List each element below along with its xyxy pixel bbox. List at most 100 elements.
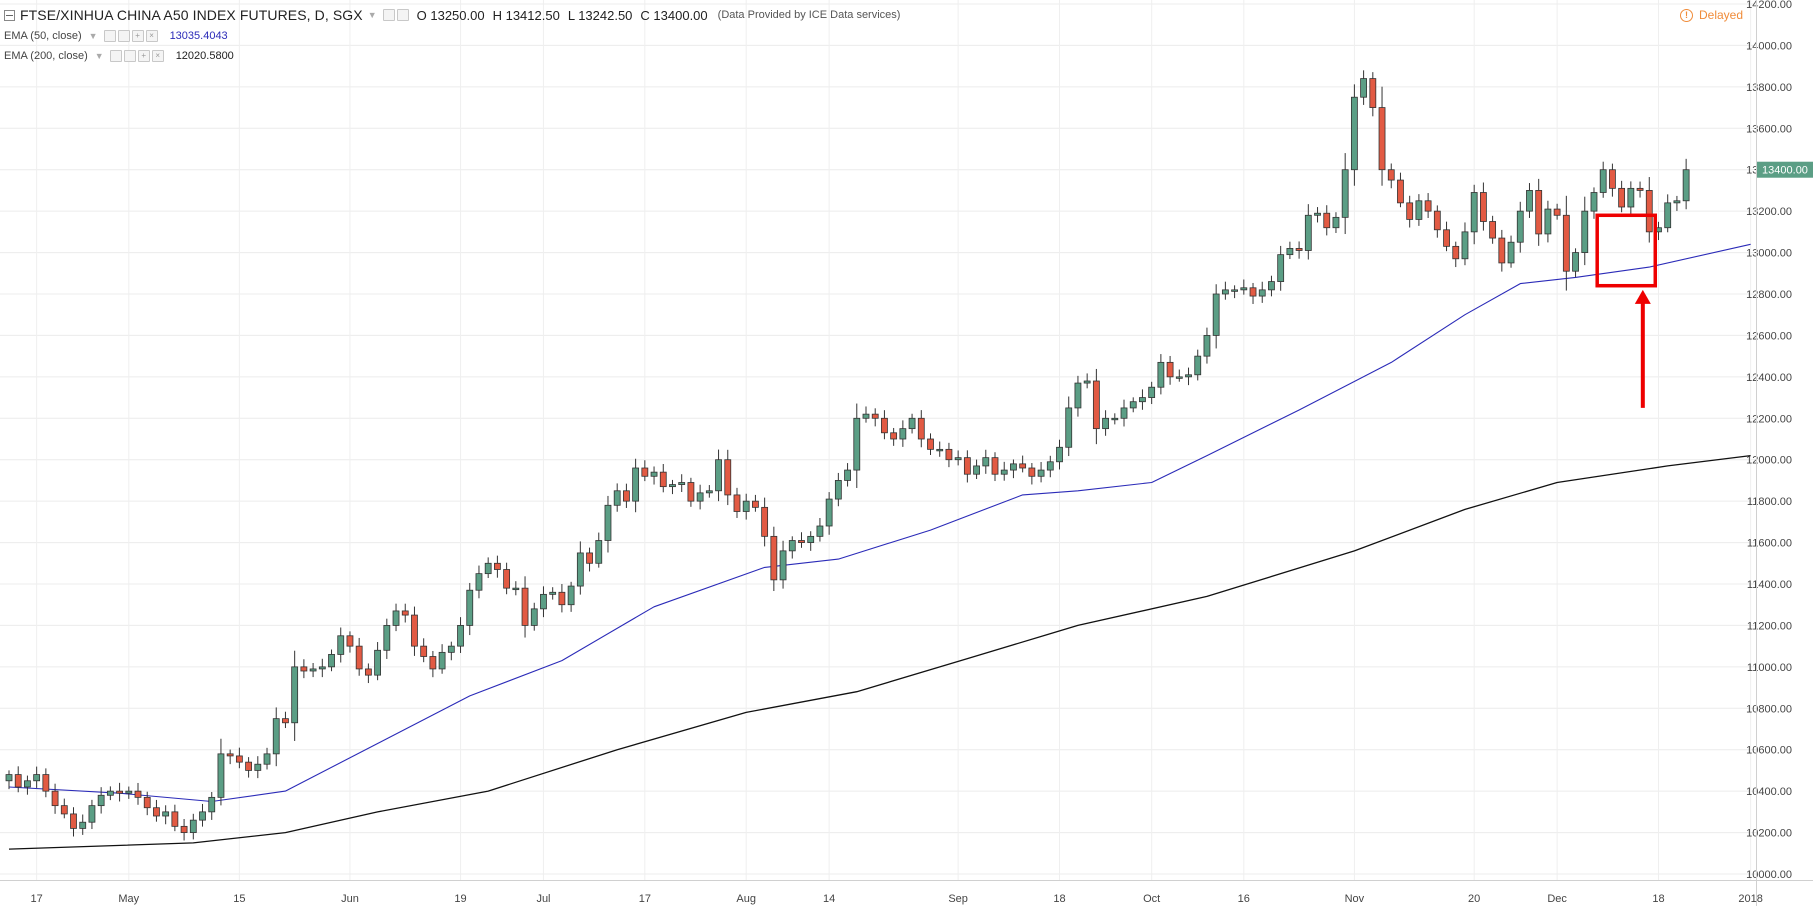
candle-body (1443, 229, 1450, 247)
candle-body (899, 428, 907, 440)
candle-body (1682, 169, 1690, 202)
candle-body (1424, 200, 1432, 212)
time-tick-label: 19 (454, 893, 466, 905)
candle-body (1120, 407, 1128, 419)
candle-body (70, 813, 77, 829)
price-tick-label: 13000.00 (1746, 248, 1792, 260)
collapse-icon[interactable] (4, 9, 15, 21)
ema-200-label[interactable]: EMA (200, close) (4, 50, 88, 62)
time-tick-label: Jun (341, 893, 359, 905)
price-axis[interactable]: 10000.00 10200.00 10400.00 10600.00 10800.00… (1746, 0, 1792, 906)
candle-body (1350, 96, 1358, 171)
time-tick-label: Dec (1547, 893, 1567, 905)
time-tick-label: 15 (233, 893, 245, 905)
candle-body (567, 585, 575, 606)
candle-body (1046, 461, 1054, 471)
candle-body (871, 413, 879, 419)
ema-200-controls: + × (109, 50, 164, 62)
candle-body (1314, 212, 1321, 216)
time-tick-label: 20 (1468, 893, 1480, 905)
eye-icon[interactable] (382, 9, 395, 21)
low-value: L 13242.50 (567, 7, 633, 23)
candle-body (623, 490, 630, 502)
candle-body (1489, 221, 1497, 239)
candle-body (604, 504, 612, 541)
settings-icon[interactable] (123, 50, 136, 62)
time-tick-label: Aug (736, 893, 756, 905)
candle-body (106, 790, 114, 796)
candle-body (1157, 361, 1165, 388)
candle-body (1369, 78, 1377, 108)
candle-body (807, 535, 815, 543)
candle-body (788, 540, 796, 552)
candle-body (1102, 417, 1109, 430)
candle-body (927, 438, 934, 450)
candle-body (779, 550, 787, 581)
price-tick-label: 11800.00 (1747, 496, 1792, 508)
time-tick-label: May (118, 893, 139, 905)
candle-body (1111, 417, 1119, 421)
settings-icon[interactable] (117, 30, 130, 42)
candle-body (1618, 187, 1626, 208)
candle-body (125, 790, 133, 794)
chevron-down-icon[interactable]: ▼ (94, 51, 104, 61)
price-tick-label: 12000.00 (1746, 455, 1792, 467)
candle-body (530, 608, 538, 626)
eye-icon[interactable] (103, 30, 116, 42)
candle-body (503, 569, 511, 589)
candle-body (447, 645, 455, 653)
candle-body (1286, 248, 1294, 256)
candle-body (466, 589, 474, 626)
chevron-down-icon[interactable]: ▼ (88, 31, 98, 41)
candle-body (1433, 210, 1441, 231)
time-axis[interactable]: 17 May 15 Jun 19 Jul 17 Aug 14 Sep 18 Oct 16 Nov 20 Dec… (0, 880, 1813, 906)
close-icon[interactable]: × (151, 50, 164, 62)
candle-body (162, 811, 170, 817)
candle-body (14, 774, 22, 788)
ema-50-row: EMA (50, close) ▼ + × 13035.4043 (4, 30, 228, 42)
candle-body (641, 467, 649, 477)
candle-body (1295, 248, 1303, 251)
close-icon[interactable]: × (145, 30, 158, 42)
candle-body (309, 668, 317, 672)
candle-body (318, 666, 326, 670)
candle-body (945, 448, 953, 461)
candle-body (936, 448, 944, 452)
candle-body (844, 469, 851, 481)
candle-body (1166, 361, 1174, 378)
ema-50-label[interactable]: EMA (50, close) (4, 30, 82, 42)
time-tick-label: 18 (1652, 893, 1664, 905)
time-tick-label: 16 (1238, 893, 1250, 905)
chevron-down-icon[interactable]: ▼ (367, 10, 377, 20)
annotation-group (1595, 213, 1658, 408)
candle-body (1526, 190, 1533, 212)
candle-body (1461, 231, 1469, 260)
candle-body (245, 761, 252, 771)
candle-body (1019, 463, 1027, 469)
candle-body (291, 666, 299, 724)
candle-body (558, 591, 566, 606)
settings-icon[interactable] (396, 9, 409, 21)
candle-body (1553, 208, 1561, 216)
candle-body (1341, 169, 1349, 218)
candle-body (742, 500, 750, 512)
candle-body (1065, 407, 1073, 448)
delayed-status[interactable]: ! Delayed (1680, 8, 1743, 22)
candle-body (890, 432, 898, 440)
candle-body (669, 484, 676, 488)
highlight-box (1595, 213, 1658, 288)
more-icon[interactable]: + (131, 30, 144, 42)
candle-body (374, 649, 382, 676)
more-icon[interactable]: + (137, 50, 150, 62)
candle-body (595, 540, 603, 564)
candle-body (1203, 335, 1211, 357)
candle-body (153, 807, 160, 817)
symbol-title[interactable]: FTSE/XINHUA CHINA A50 INDEX FUTURES, D, … (20, 7, 363, 23)
candle-body (1175, 376, 1183, 379)
eye-icon[interactable] (109, 50, 122, 62)
candle-body (180, 825, 188, 833)
price-tick-label: 12600.00 (1746, 330, 1792, 342)
candle-body (1544, 208, 1552, 235)
candle-body (1028, 467, 1036, 477)
